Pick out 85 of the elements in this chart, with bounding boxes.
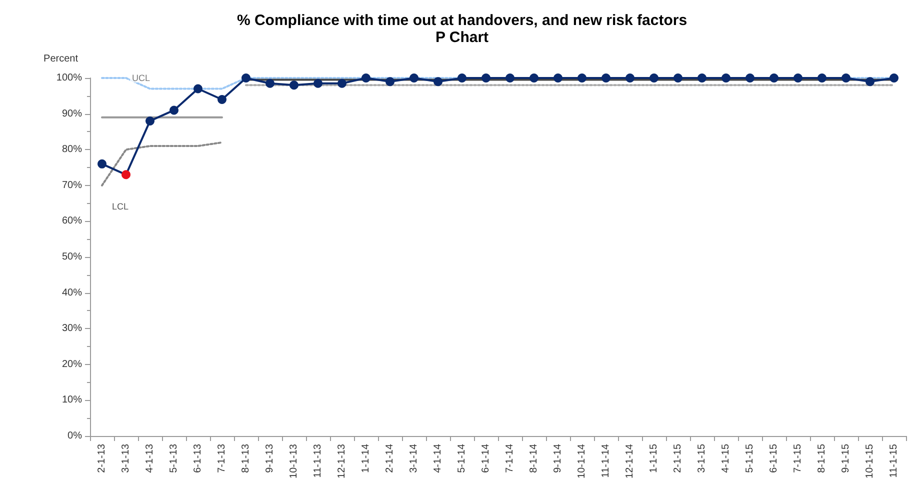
x-tick-label: 5-1-14 (456, 444, 468, 473)
point (770, 74, 778, 82)
x-tick-label: 5-1-13 (168, 444, 180, 473)
y-tick-label: 10% (62, 394, 82, 406)
point (746, 74, 754, 82)
point (818, 74, 826, 82)
x-tick-label: 12-1-13 (336, 444, 348, 478)
y-tick-label: 30% (62, 323, 82, 334)
point (362, 74, 370, 82)
point (554, 74, 562, 82)
y-tick-label: 100% (56, 72, 82, 84)
x-tick-label: 7-1-13 (216, 444, 228, 473)
y-tick-label: 70% (62, 180, 82, 191)
x-tick-label: 10-1-14 (576, 444, 588, 478)
chart-title: % Compliance with time out at handovers, and new risk factors (236, 12, 688, 29)
y-tick-label: 80% (62, 144, 82, 156)
x-tick-label: 11-1-14 (600, 444, 612, 478)
line-series (101, 141, 223, 186)
annotation: UCL (132, 73, 150, 83)
point (698, 74, 706, 82)
point (794, 74, 802, 82)
x-tick-label: 11-1-13 (312, 444, 324, 478)
point (314, 78, 322, 88)
chart-subtitle: P Chart (435, 29, 489, 46)
x-tick-label: 8-1-14 (528, 444, 540, 473)
point (506, 74, 514, 82)
x-tick-label: 6-1-13 (192, 444, 204, 473)
point (98, 159, 106, 168)
y-tick-label: 50% (62, 252, 82, 262)
x-tick-label: 12-1-14 (624, 444, 636, 478)
point (122, 170, 130, 180)
x-tick-label: 10-1-15 (864, 444, 876, 478)
point (650, 74, 658, 82)
point (890, 74, 898, 82)
point (242, 74, 250, 82)
x-tick-label: 9-1-14 (552, 444, 564, 473)
x-tick-label: 6-1-14 (480, 444, 492, 473)
point (170, 106, 178, 115)
x-tick-label: 6-1-15 (768, 444, 780, 473)
x-tick-label: 2-1-15 (672, 444, 684, 473)
x-tick-label: 7-1-14 (504, 444, 516, 473)
point (722, 74, 730, 82)
y-tick-label: 60% (62, 216, 82, 227)
point (194, 84, 202, 94)
x-tick-label: 3-1-13 (120, 444, 132, 473)
x-tick-label: 4-1-14 (432, 444, 444, 473)
point (290, 80, 298, 90)
point (218, 94, 226, 104)
point (674, 74, 682, 82)
x-tick-label: 10-1-13 (288, 444, 300, 478)
x-tick-label: 2-1-14 (384, 444, 396, 473)
x-tick-label: 2-1-13 (96, 444, 108, 473)
point (842, 74, 850, 82)
point (458, 74, 466, 82)
point (266, 78, 274, 88)
point (434, 77, 442, 86)
point (410, 74, 418, 82)
point (626, 74, 634, 82)
x-tick-label: 3-1-15 (696, 444, 708, 473)
point (578, 74, 586, 82)
x-tick-label: 1-1-14 (360, 444, 372, 473)
point (866, 77, 874, 86)
point (602, 74, 610, 82)
point (530, 74, 538, 82)
point (338, 78, 346, 88)
annotation: LCL (112, 202, 129, 212)
y-axis-title: Percent (44, 54, 78, 64)
x-tick-label: 3-1-14 (408, 444, 420, 473)
y-tick-label: 90% (62, 108, 82, 120)
x-tick-label: 8-1-13 (240, 444, 252, 473)
x-tick-label: 4-1-13 (144, 444, 156, 473)
x-tick-label: 4-1-15 (720, 444, 732, 473)
point (386, 77, 394, 86)
y-tick-label: 20% (62, 358, 82, 370)
x-tick-label: 11-1-15 (888, 444, 900, 478)
x-tick-label: 9-1-15 (840, 444, 852, 473)
y-tick-label: 0% (68, 430, 82, 442)
y-tick-label: 40% (62, 287, 82, 298)
x-tick-label: 8-1-15 (816, 444, 828, 473)
point (482, 74, 490, 82)
x-tick-label: 1-1-15 (648, 444, 660, 473)
point (146, 116, 154, 126)
x-tick-label: 5-1-15 (744, 444, 756, 473)
x-tick-label: 7-1-15 (792, 444, 804, 473)
x-tick-label: 9-1-13 (264, 444, 276, 473)
